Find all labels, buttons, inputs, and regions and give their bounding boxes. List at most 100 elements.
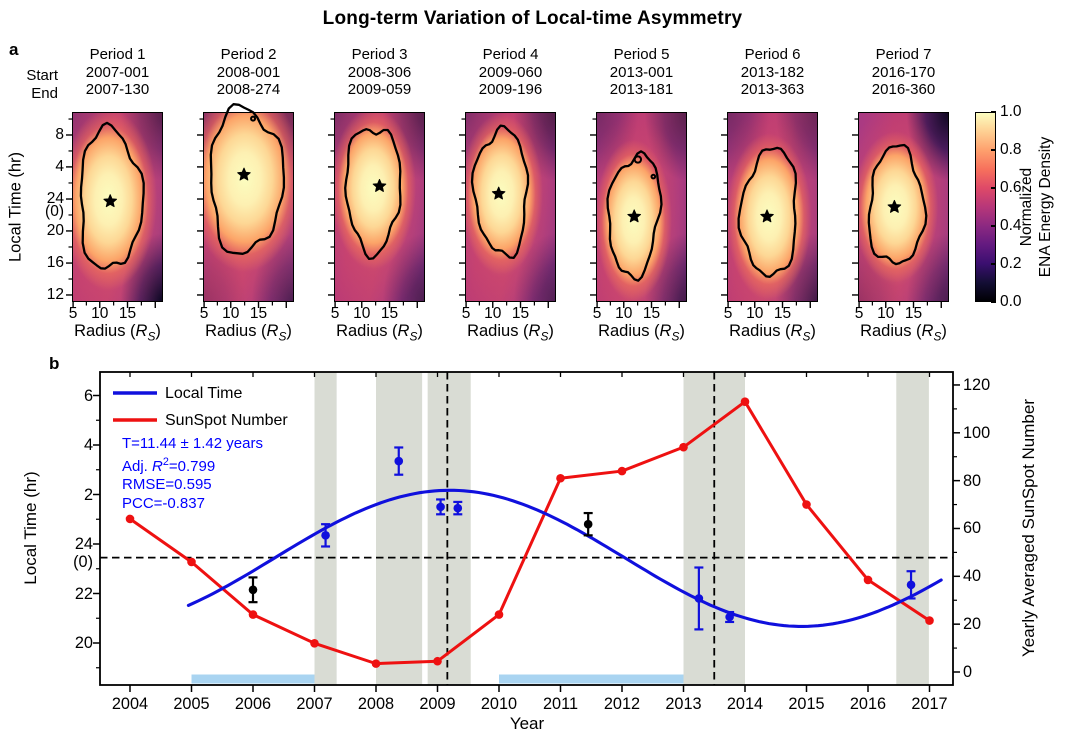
period-end-date: 2009-059: [347, 81, 412, 98]
period-title: Period 2: [220, 46, 277, 63]
legend-label-sunspot: SunSpot Number: [165, 412, 288, 429]
x-tick-label: 2015: [788, 695, 825, 713]
colorbar-tick-label: 0.4: [1000, 217, 1022, 234]
x-tick-label: 15: [249, 305, 268, 322]
x-tick-label: 2017: [911, 695, 948, 713]
observation-period-band: [376, 372, 423, 685]
colorbar-tick-mark: [991, 301, 996, 303]
sunspot-point: [310, 638, 319, 648]
intensity-contour: [606, 150, 663, 282]
period-header: Period 4 2009-060 2009-196: [451, 46, 571, 99]
x-tick-label: 2006: [234, 695, 272, 713]
period-end-date: 2016-360: [871, 81, 936, 98]
y-left-tick-label: 20: [74, 634, 93, 652]
period-header: Period 7 2016-170 2016-360: [844, 46, 964, 99]
local-time-point: [436, 502, 445, 512]
colorbar-tick-label: 0.8: [1000, 141, 1022, 158]
peak-star-marker: [372, 179, 387, 192]
y-tick-label: 20: [46, 221, 64, 239]
period-header: Period 5 2013-001 2013-181: [582, 46, 702, 99]
legend-label-local-time: Local Time: [165, 385, 243, 402]
panel-a-row-label-end: End: [31, 85, 58, 102]
heatmap-overlay: [328, 118, 418, 308]
intensity-contour: [209, 103, 286, 255]
x-tick-label: 5: [854, 305, 864, 322]
heatmap-overlay: [459, 118, 549, 308]
period-start-date: 2007-001: [85, 63, 150, 81]
panel-a-heatmap-row: Period 1 2007-001 2007-130 5 10 15 Radius (RS)…: [0, 0, 1065, 350]
colorbar-tick-mark: [991, 111, 996, 113]
y-tick-label: 12: [46, 285, 64, 303]
small-contour: [633, 155, 643, 164]
x-tick-label: 5: [592, 305, 602, 322]
sunspot-point: [371, 659, 381, 668]
period-start-date: 2008-001: [216, 63, 281, 81]
radius-axis-label: Radius (RS): [467, 322, 554, 344]
x-tick-label: 10: [484, 305, 502, 322]
colorbar-tick-label: 1.0: [1000, 103, 1022, 120]
radius-axis-label: Radius (RS): [336, 322, 423, 344]
colorbar-tick-label: 0.2: [1000, 255, 1022, 272]
radius-axis-label: Radius (RS): [729, 322, 816, 344]
x-tick-label: 10: [222, 305, 240, 322]
heatmap-overlay: [721, 118, 811, 308]
colorbar-tick-label: 0.0: [1000, 293, 1022, 310]
period-header: Period 1 2007-001 2007-130: [58, 46, 178, 99]
x-tick-label: 15: [773, 305, 792, 322]
intensity-contour: [344, 128, 402, 261]
x-tick-label: 5: [461, 305, 471, 322]
peak-star-marker: [760, 209, 774, 223]
x-tick-label: 15: [642, 305, 661, 322]
colorbar: [975, 112, 996, 302]
sunspot-point: [248, 610, 258, 619]
sunspot-point: [925, 616, 934, 625]
y-right-tick-label: 80: [963, 471, 982, 490]
sunspot-point: [125, 514, 135, 524]
x-tick-label: 10: [353, 305, 371, 322]
observation-period-band: [427, 372, 471, 685]
heatmap-overlay: [197, 103, 287, 308]
period-title: Period 4: [482, 46, 539, 63]
period-header: Period 6 2013-182 2013-363: [713, 46, 833, 99]
y-right-tick-label: 100: [963, 423, 991, 442]
y-tick-label: 4: [55, 157, 64, 175]
period-end-date: 2013-181: [609, 81, 674, 98]
colorbar-tick-mark: [991, 225, 996, 227]
colorbar-tick-label: 0.6: [1000, 179, 1022, 196]
x-tick-label: 2012: [603, 695, 641, 713]
local-time-point: [725, 612, 734, 622]
sunspot-point: [494, 610, 504, 619]
fit-stat-line: RMSE=0.595: [122, 476, 212, 494]
y-tick-label: 8: [55, 125, 64, 143]
period-end-date: 2013-363: [740, 81, 805, 98]
x-tick-label: 2016: [849, 695, 887, 713]
peak-star-marker: [627, 209, 641, 223]
y-left-tick-label: 6: [83, 386, 93, 405]
local-time-point: [906, 580, 916, 590]
heatmap-overlay: [66, 118, 156, 308]
sunspot-point: [740, 397, 750, 407]
local-time-point-black: [583, 519, 593, 529]
fit-statistics: T=11.44 ± 1.42 years Adj. R2=0.799 RMSE=0.…: [122, 435, 263, 513]
radius-axis-label: Radius (RS): [74, 322, 161, 344]
panel-b-y-left-label: Local Time (hr): [21, 471, 40, 585]
colorbar-label: Normalized ENA Energy Density: [1017, 137, 1055, 277]
colorbar-tick-mark: [991, 149, 996, 151]
period-title: Period 1: [89, 46, 146, 63]
panel-a-row-label-start: Start: [26, 67, 58, 84]
peak-star-marker: [491, 186, 506, 200]
y-right-tick-label: 120: [963, 375, 991, 394]
mission-coverage-bar: [191, 674, 315, 684]
x-tick-label: 5: [68, 305, 78, 322]
colorbar-label-line2: ENA Energy Density: [1037, 136, 1054, 278]
y-tick-label-midnight-zero: (0): [45, 203, 64, 221]
x-tick-label: 5: [330, 305, 340, 322]
ena-heatmap: [727, 112, 818, 302]
period-start-date: 2013-182: [740, 63, 805, 81]
period-end-date: 2008-274: [216, 81, 281, 98]
radius-axis-label: Radius (RS): [598, 322, 685, 344]
x-tick-label: 15: [511, 305, 530, 322]
ena-heatmap: [596, 112, 687, 302]
x-tick-label: 2011: [542, 695, 578, 713]
sunspot-point: [187, 557, 196, 567]
